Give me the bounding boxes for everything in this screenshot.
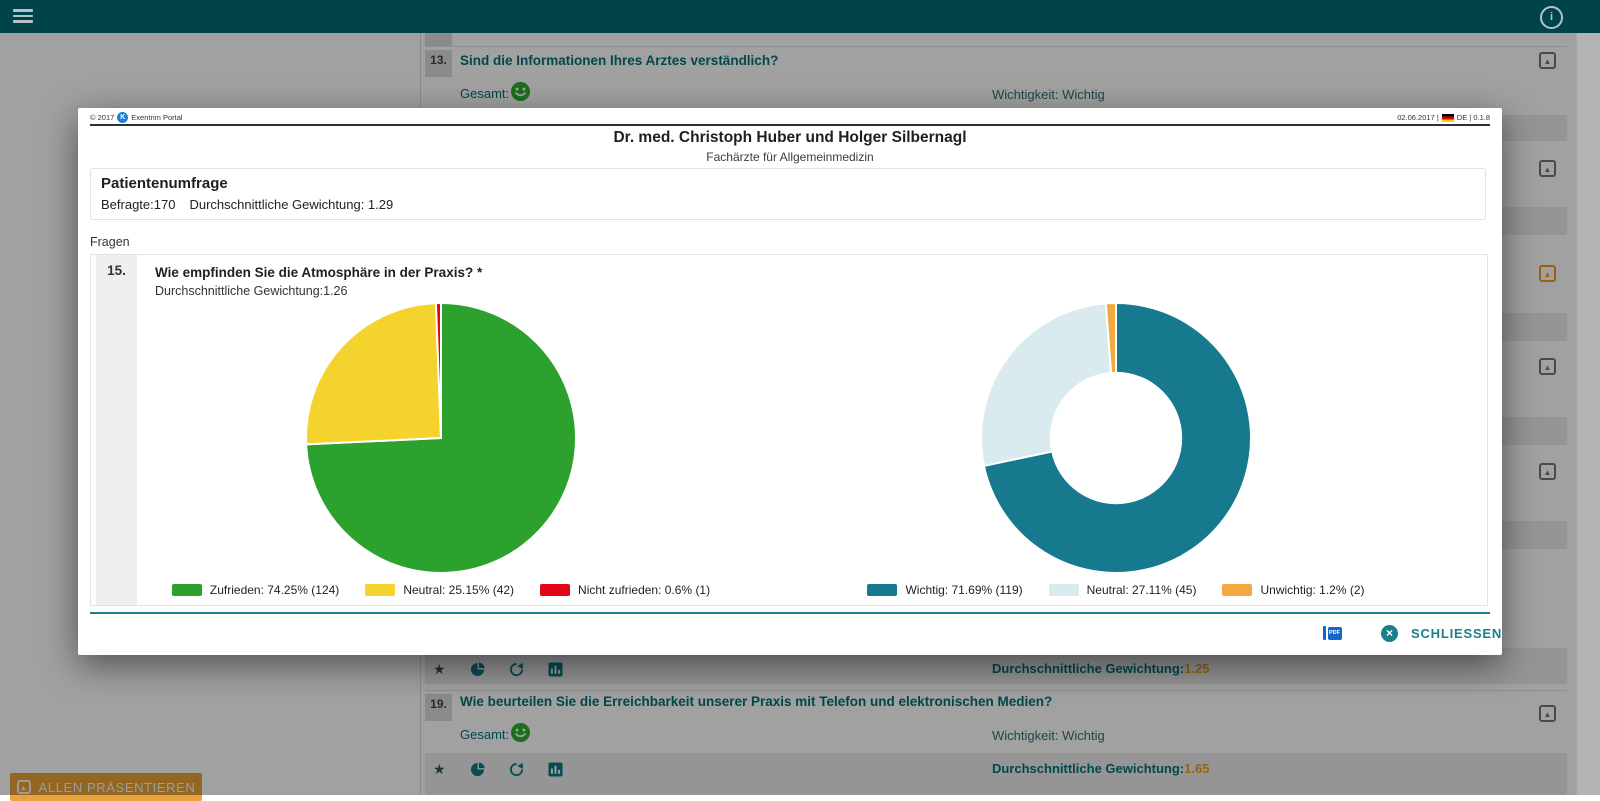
question-number-strip [96,255,137,605]
gewichtung-row: Durchschnittliche Gewichtung:1.25 [992,661,1209,676]
refresh-icon[interactable] [509,762,524,777]
chart-legend: Wichtig: 71.69% (119) Neutral: 27.11% (45… [826,583,1406,597]
importance-donut-chart [980,301,1253,574]
gesamt-label: Gesamt: [460,727,510,742]
legend-item: Nicht zufrieden: 0.6% (1) [540,583,710,597]
wichtigkeit-label: Wichtigkeit: Wichtig [992,728,1105,743]
legend-item: Neutral: 27.11% (45) [1048,583,1197,597]
question-title: Wie empfinden Sie die Atmosphäre in der … [155,265,483,280]
present-button[interactable]: ▲ [1539,160,1556,177]
present-button[interactable]: ▲ [1539,705,1556,722]
row-divider [425,690,1567,691]
bar-chart-icon[interactable] [548,761,563,777]
question-weight: Durchschnittliche Gewichtung:1.26 [155,284,348,298]
question-number-cell-partial [425,33,452,46]
pdf-export-button[interactable]: PDF [1323,626,1342,640]
legend-label: Wichtig: 71.69% (119) [905,583,1023,597]
header-divider [90,124,1490,126]
scrollbar[interactable] [1576,33,1600,795]
gewichtung-row: Durchschnittliche Gewichtung:1.65 [992,761,1209,776]
satisfaction-pie-chart [305,301,577,574]
footer-divider [90,612,1490,614]
bar-chart-icon[interactable] [548,661,563,677]
fragen-label: Fragen [90,235,130,249]
row-stripe [425,753,1567,795]
legend-swatch [1048,584,1079,596]
pdf-icon-label: PDF [1327,626,1342,640]
date-text: 02.06.2017 | [1397,113,1439,122]
gewichtung-label: Durchschnittliche Gewichtung: [992,761,1185,776]
survey-result-dialog: © 2017 K Exentrim Portal 02.06.2017 | DE… [78,108,1502,655]
star-icon: ★ [433,661,446,677]
star-icon: ★ [433,761,446,777]
present-button[interactable]: ▲ [1539,358,1556,375]
question-number: 13. [425,50,452,77]
legend-item: Zufrieden: 74.25% (124) [171,583,340,597]
chart-slice-Neutral [305,302,443,446]
copyright-text: © 2017 [90,113,115,122]
pdf-icon [1323,626,1326,640]
survey-title: Patientenumfrage [101,175,228,192]
practice-title: Dr. med. Christoph Huber und Holger Silb… [613,129,967,146]
exentrim-logo-icon: K [117,112,129,123]
info-icon[interactable]: i [1540,6,1563,29]
pie-chart-icon[interactable] [470,661,485,677]
gewichtung-label: Durchschnittliche Gewichtung: [992,661,1185,676]
legend-swatch [1222,584,1253,596]
legend-swatch [365,584,396,596]
question-number: 15. [107,263,126,278]
legend-label: Nicht zufrieden: 0.6% (1) [578,583,711,597]
app-bar: i [0,0,1600,33]
gesamt-label: Gesamt: [460,86,510,101]
legend-swatch [540,584,571,596]
close-icon: × [1381,625,1398,642]
chart-slice-Nicht zufrieden [434,301,442,439]
question-number: 19. [425,694,452,721]
legend-label: Neutral: 27.11% (45) [1086,583,1197,597]
present-button-active[interactable]: ▲ [1539,265,1556,282]
refresh-icon[interactable] [509,662,524,677]
legend-item: Unwichtig: 1.2% (2) [1222,583,1365,597]
legend-item: Neutral: 25.15% (42) [365,583,514,597]
question-title: Sind die Informationen Ihres Arztes vers… [460,53,779,68]
smiley-icon [510,81,531,102]
legend-label: Zufrieden: 74.25% (124) [209,583,340,597]
practice-subtitle: Fachärzte für Allgemeinmedizin [706,150,874,164]
chart-legend: Zufrieden: 74.25% (124) Neutral: 25.15% (… [151,583,731,597]
row-divider [425,46,1567,47]
average-weight: Durchschnittliche Gewichtung: 1.29 [189,197,394,212]
gewichtung-value: 1.25 [1184,661,1210,676]
menu-icon[interactable] [13,9,33,24]
legend-label: Neutral: 25.15% (42) [403,583,515,597]
survey-summary-card: Patientenumfrage Befragte:170 Durchschni… [90,168,1486,220]
legend-swatch [171,584,202,596]
legend-label: Unwichtig: 1.2% (2) [1260,583,1365,597]
wichtigkeit-label: Wichtigkeit: Wichtig [992,87,1105,102]
pie-chart-icon[interactable] [470,761,485,777]
brand-text: Exentrim Portal [131,113,183,122]
gewichtung-value: 1.65 [1184,761,1210,776]
smiley-icon [510,722,531,743]
close-label: SCHLIESSEN [1411,626,1503,641]
legend-swatch [867,584,898,596]
dialog-header: © 2017 K Exentrim Portal 02.06.2017 | DE… [90,111,1490,124]
question-title: Wie beurteilen Sie die Erreichbarkeit un… [460,694,1053,709]
present-button[interactable]: ▲ [1539,463,1556,480]
present-icon: ▲ [16,780,31,794]
present-all-label: ALLEN PRÄSENTIEREN [38,779,196,795]
befragte-count: Befragte:170 [101,197,176,212]
german-flag-icon [1441,113,1454,122]
present-button[interactable]: ▲ [1539,52,1556,69]
donut-hole [1049,371,1183,505]
lang-version-text: DE | 0.1.8 [1456,113,1490,122]
close-button[interactable]: × SCHLIESSEN [1381,625,1502,642]
question-card: 15. Wie empfinden Sie die Atmosphäre in … [90,254,1488,606]
legend-item: Wichtig: 71.69% (119) [867,583,1023,597]
